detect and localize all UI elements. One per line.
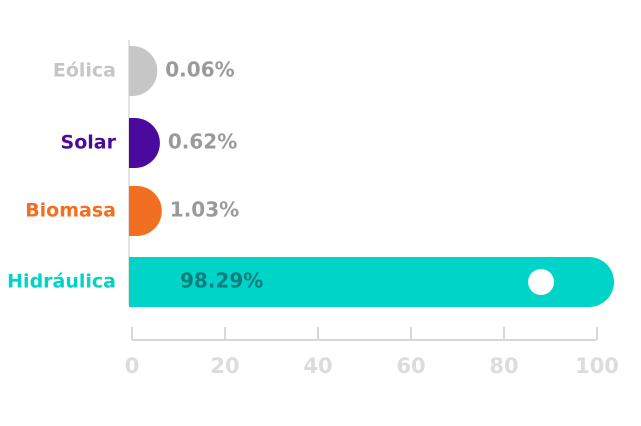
x-tick-label: 60 — [396, 354, 425, 378]
value-label: 0.06% — [165, 58, 234, 82]
bar-end-dot — [528, 269, 555, 295]
bars — [129, 46, 615, 307]
x-tick-label: 100 — [575, 354, 619, 378]
x-tick-label: 40 — [303, 354, 332, 378]
category-label: Eólica — [53, 60, 116, 82]
x-tick-label: 20 — [210, 354, 239, 378]
category-label: Solar — [61, 132, 117, 154]
value-label: 0.62% — [168, 130, 237, 154]
category-label: Biomasa — [25, 200, 116, 222]
value-label: 98.29% — [180, 269, 263, 293]
category-label: Hidráulica — [7, 271, 116, 293]
value-label: 1.03% — [170, 198, 239, 222]
x-tick-label: 0 — [125, 354, 140, 378]
x-tick-label: 80 — [489, 354, 518, 378]
